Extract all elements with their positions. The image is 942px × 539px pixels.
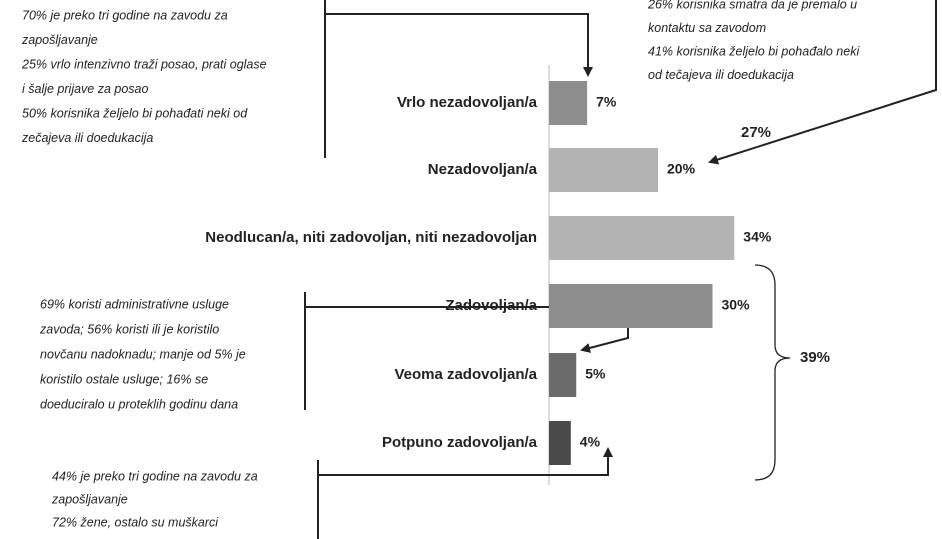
- annotation: 72% žene, ostalo su muškarci: [52, 515, 219, 529]
- connector: [324, 0, 588, 158]
- connector: [708, 0, 937, 165]
- bar: [549, 216, 735, 260]
- category-label: Nezadovoljan/a: [428, 161, 538, 178]
- annotation: 69% koristi administrativne usluge: [40, 297, 229, 311]
- bar: [549, 284, 713, 328]
- brace: [754, 264, 791, 481]
- annotation: zapošljavanje: [21, 33, 98, 47]
- annotation: 26% korisnika smatra da je premalo u: [647, 0, 857, 11]
- value-label: 30%: [722, 297, 751, 313]
- annotation: zečajeva ili doedukacija: [21, 131, 153, 145]
- annotation: koristilo ostale usluge; 16% se: [40, 372, 208, 386]
- value-label: 7%: [596, 94, 617, 110]
- annotation: zapošljavanje: [51, 492, 128, 506]
- category-label: Potpuno zadovoljan/a: [382, 434, 538, 451]
- annotation: 70% je preko tri godine na zavodu za: [22, 8, 228, 22]
- annotation: zavoda; 56% koristi ili je koristilo: [39, 322, 219, 336]
- bar: [549, 81, 588, 125]
- annotation: od tečajeva ili doedukacija: [648, 68, 794, 82]
- value-label: 4%: [580, 434, 601, 450]
- bar: [549, 421, 571, 465]
- bar: [549, 353, 577, 397]
- annotation: novčanu nadoknadu; manje od 5% je: [40, 347, 246, 361]
- value-label: 34%: [743, 229, 772, 245]
- value-label: 5%: [585, 366, 606, 382]
- category-label: Vrlo nezadovoljan/a: [397, 94, 538, 111]
- annotation: 44% je preko tri godine na zavodu za: [52, 469, 258, 483]
- group-label: 39%: [800, 349, 830, 366]
- group-label: 27%: [741, 124, 771, 141]
- annotation: 25% vrlo intenzivno traži posao, prati o…: [21, 57, 267, 71]
- value-label: 20%: [667, 161, 696, 177]
- bar: [549, 148, 658, 192]
- connector: [317, 449, 608, 539]
- annotation: doeduciralo u proteklih godinu dana: [40, 397, 238, 411]
- category-label: Zadovoljan/a: [445, 297, 537, 314]
- annotation: i šalje prijave za posao: [22, 82, 149, 96]
- annotation: 50% korisnika željelo bi pohađati neki o…: [22, 106, 248, 120]
- annotation: 41% korisnika željelo bi pohađalo neki: [648, 44, 860, 58]
- category-label: Neodlucan/a, niti zadovoljan, niti nezad…: [205, 229, 537, 246]
- category-label: Veoma zadovoljan/a: [394, 366, 537, 383]
- annotation: kontaktu sa zavodom: [648, 21, 766, 35]
